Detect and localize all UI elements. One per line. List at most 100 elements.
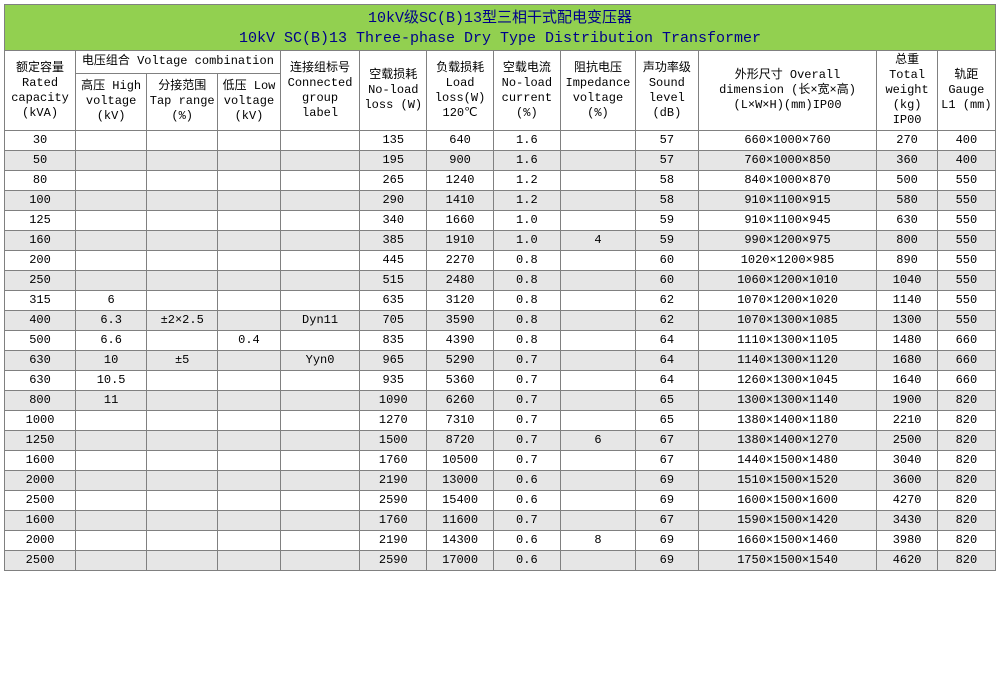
cell-sound: 67 (636, 511, 698, 531)
cell-capacity: 500 (5, 331, 76, 351)
table-row: 4006.3±2×2.5Dyn1170535900.8621070×1300×1… (5, 311, 996, 331)
cell-load-loss: 10500 (427, 451, 494, 471)
cell-noload-current: 0.6 (493, 551, 560, 571)
cell-load-loss: 900 (427, 151, 494, 171)
cell-noload-loss: 1500 (360, 431, 427, 451)
cell-tap (147, 431, 218, 451)
cell-hv: 6 (76, 291, 147, 311)
cell-gauge: 820 (937, 471, 995, 491)
cell-capacity: 2500 (5, 491, 76, 511)
cell-dimension: 840×1000×870 (698, 171, 877, 191)
table-row: 20002190130000.6691510×1500×15203600820 (5, 471, 996, 491)
cell-load-loss: 11600 (427, 511, 494, 531)
cell-hv: 10.5 (76, 371, 147, 391)
cell-weight: 3430 (877, 511, 937, 531)
cell-group (280, 271, 360, 291)
cell-group: Yyn0 (280, 351, 360, 371)
cell-tap (147, 171, 218, 191)
cell-lv (218, 411, 280, 431)
cell-load-loss: 4390 (427, 331, 494, 351)
cell-sound: 59 (636, 231, 698, 251)
hdr-impedance: 阻抗电压 Impedance voltage (%) (560, 51, 635, 131)
title-cn: 10kV级SC(B)13型三相干式配电变压器 (368, 10, 632, 27)
cell-impedance (560, 551, 635, 571)
cell-capacity: 125 (5, 211, 76, 231)
cell-lv (218, 551, 280, 571)
cell-group (280, 171, 360, 191)
cell-capacity: 100 (5, 191, 76, 211)
cell-capacity: 800 (5, 391, 76, 411)
cell-impedance: 6 (560, 431, 635, 451)
cell-noload-current: 0.8 (493, 291, 560, 311)
cell-sound: 64 (636, 351, 698, 371)
cell-dimension: 660×1000×760 (698, 131, 877, 151)
cell-capacity: 1600 (5, 451, 76, 471)
cell-noload-current: 0.8 (493, 251, 560, 271)
table-row: 501959001.657760×1000×850360400 (5, 151, 996, 171)
cell-tap: ±5 (147, 351, 218, 371)
cell-dimension: 1070×1200×1020 (698, 291, 877, 311)
cell-group (280, 151, 360, 171)
cell-dimension: 1600×1500×1600 (698, 491, 877, 511)
cell-group (280, 451, 360, 471)
cell-group (280, 491, 360, 511)
hdr-gauge: 轨距 Gauge L1 (mm) (937, 51, 995, 131)
cell-dimension: 1440×1500×1480 (698, 451, 877, 471)
cell-dimension: 1750×1500×1540 (698, 551, 877, 571)
cell-impedance (560, 191, 635, 211)
cell-noload-loss: 195 (360, 151, 427, 171)
cell-lv (218, 391, 280, 411)
cell-impedance (560, 491, 635, 511)
cell-dimension: 1070×1300×1085 (698, 311, 877, 331)
cell-sound: 69 (636, 471, 698, 491)
cell-capacity: 630 (5, 351, 76, 371)
cell-capacity: 30 (5, 131, 76, 151)
cell-load-loss: 15400 (427, 491, 494, 511)
cell-tap (147, 451, 218, 471)
table-row: 20002190143000.68691660×1500×14603980820 (5, 531, 996, 551)
cell-tap (147, 511, 218, 531)
cell-load-loss: 1660 (427, 211, 494, 231)
cell-weight: 500 (877, 171, 937, 191)
hdr-tap: 分接范围 Tap range (%) (147, 73, 218, 130)
cell-load-loss: 2480 (427, 271, 494, 291)
cell-load-loss: 8720 (427, 431, 494, 451)
cell-impedance (560, 471, 635, 491)
table-row: 1000127073100.7651380×1400×11802210820 (5, 411, 996, 431)
cell-capacity: 1600 (5, 511, 76, 531)
cell-weight: 890 (877, 251, 937, 271)
cell-hv (76, 171, 147, 191)
cell-tap (147, 271, 218, 291)
cell-sound: 57 (636, 131, 698, 151)
cell-capacity: 630 (5, 371, 76, 391)
cell-noload-loss: 290 (360, 191, 427, 211)
cell-noload-current: 0.6 (493, 531, 560, 551)
cell-gauge: 660 (937, 371, 995, 391)
cell-group (280, 511, 360, 531)
cell-tap (147, 231, 218, 251)
cell-group (280, 331, 360, 351)
cell-sound: 57 (636, 151, 698, 171)
cell-dimension: 1140×1300×1120 (698, 351, 877, 371)
cell-dimension: 1590×1500×1420 (698, 511, 877, 531)
cell-weight: 1640 (877, 371, 937, 391)
cell-noload-current: 1.2 (493, 171, 560, 191)
cell-sound: 62 (636, 291, 698, 311)
cell-load-loss: 3120 (427, 291, 494, 311)
cell-dimension: 1260×1300×1045 (698, 371, 877, 391)
cell-hv (76, 131, 147, 151)
cell-gauge: 660 (937, 351, 995, 371)
cell-noload-current: 0.7 (493, 371, 560, 391)
cell-weight: 580 (877, 191, 937, 211)
cell-weight: 2500 (877, 431, 937, 451)
cell-tap (147, 211, 218, 231)
table-row: 20044522700.8601020×1200×985890550 (5, 251, 996, 271)
table-row: 5006.60.483543900.8641110×1300×110514806… (5, 331, 996, 351)
cell-noload-loss: 1270 (360, 411, 427, 431)
cell-group (280, 471, 360, 491)
cell-weight: 270 (877, 131, 937, 151)
cell-impedance (560, 331, 635, 351)
cell-tap (147, 391, 218, 411)
cell-dimension: 910×1100×915 (698, 191, 877, 211)
cell-impedance (560, 251, 635, 271)
